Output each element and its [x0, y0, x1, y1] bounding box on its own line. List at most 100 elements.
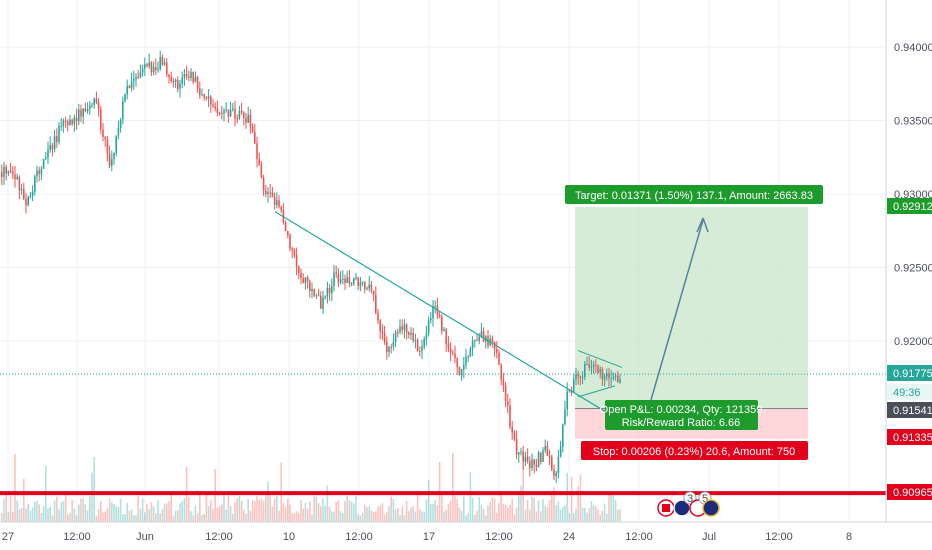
volume-bar-45: [100, 501, 102, 522]
volume-bar-13: [29, 510, 32, 522]
candle-body-78: [172, 80, 175, 82]
volume-bar-2: [5, 494, 7, 522]
candle-body-180: [397, 332, 399, 334]
volume-bar-80: [177, 510, 179, 522]
candle-body-2: [5, 167, 7, 174]
volume-bar-46: [102, 512, 104, 522]
candle-body-16: [36, 170, 38, 177]
volume-bar-151: [333, 511, 335, 522]
volume-bar-210: [463, 496, 465, 522]
candle-body-98: [216, 108, 219, 113]
volume-bar-220: [485, 515, 487, 522]
volume-bar-252: [555, 505, 557, 522]
candle-body-163: [359, 282, 362, 287]
candle-body-177: [390, 346, 392, 348]
candle-body-227: [500, 364, 502, 380]
volume-bar-165: [364, 504, 366, 522]
candle-body-41: [91, 104, 93, 106]
volume-bar-18: [40, 512, 43, 522]
price-axis[interactable]: 0.940000.935000.930000.925000.920000.929…: [885, 0, 932, 522]
volume-bar-266: [586, 512, 588, 522]
candle-body-14: [31, 191, 34, 196]
candle-body-104: [229, 109, 232, 117]
volume-bar-194: [427, 480, 430, 522]
candle-body-7: [16, 176, 18, 180]
candle-body-127: [280, 206, 282, 210]
volume-bar-49: [108, 498, 111, 522]
candle-body-201: [443, 329, 445, 332]
candle-body-210: [463, 364, 465, 370]
candle-body-71: [157, 68, 159, 70]
candle-body-46: [102, 129, 104, 138]
candle-body-136: [300, 272, 302, 278]
volume-bar-7: [16, 500, 18, 522]
volume-bar-71: [157, 500, 159, 522]
candle-body-19: [42, 159, 45, 169]
candle-body-212: [467, 356, 469, 358]
candle-body-49: [108, 153, 111, 166]
candle-body-149: [328, 287, 331, 294]
volume-bar-79: [174, 511, 177, 522]
volume-bar-125: [276, 495, 278, 522]
volume-bar-164: [361, 512, 364, 522]
volume-bar-109: [240, 500, 243, 522]
candle-body-226: [498, 352, 500, 365]
volume-bar-121: [267, 481, 269, 522]
candle-body-175: [386, 341, 388, 353]
support-price-tag: 0.90965: [893, 487, 932, 499]
candle-body-62: [137, 76, 139, 78]
candle-body-124: [273, 197, 276, 205]
volume-bar-25: [56, 496, 58, 522]
volume-bar-159: [350, 501, 353, 522]
candle-body-154: [339, 279, 342, 283]
candle-body-133: [293, 249, 296, 256]
candle-body-91: [201, 94, 203, 96]
volume-bar-236: [520, 485, 522, 522]
volume-bar-170: [375, 511, 377, 522]
volume-bar-261: [575, 508, 577, 522]
candle-body-23: [51, 145, 54, 150]
volume-bar-221: [487, 505, 489, 522]
volume-bar-215: [474, 515, 476, 522]
time-axis[interactable]: 27 12:00 Jun 12:00 10 12:00 17 12:00 24 12:00 Jul 1…: [0, 521, 932, 543]
event-badges[interactable]: 3 5: [657, 491, 720, 517]
time-tick-label-0: 27: [2, 531, 14, 543]
time-tick-label-9: 12:00: [625, 531, 653, 543]
candle-body-162: [357, 277, 359, 287]
candle-body-185: [408, 332, 410, 335]
candle-body-234: [515, 439, 518, 455]
candle-body-239: [526, 456, 529, 462]
candle-body-279: [614, 375, 617, 377]
candle-body-11: [25, 199, 27, 206]
volume-bar-117: [258, 499, 260, 522]
volume-bar-207: [456, 499, 458, 522]
volume-bar-248: [546, 507, 549, 522]
candle-body-205: [452, 352, 454, 354]
volume-bar-139: [306, 508, 309, 522]
volume-bar-177: [390, 496, 392, 522]
candle-body-157: [346, 277, 348, 284]
candle-body-244: [537, 452, 540, 467]
volume-bar-172: [379, 505, 381, 522]
volume-bar-124: [273, 498, 276, 522]
volume-bar-160: [353, 503, 355, 522]
volume-bar-106: [234, 502, 236, 522]
price-tick-label-3: 0.92500: [894, 263, 932, 275]
volume-bar-88: [194, 505, 197, 522]
candle-body-186: [410, 332, 412, 335]
volume-bar-276: [608, 494, 610, 522]
volume-bar-180: [397, 507, 399, 522]
countdown-tag-bg: [887, 384, 932, 400]
volume-bar-209: [460, 510, 463, 522]
candle-body-102: [225, 109, 227, 111]
drawn-lines[interactable]: [0, 211, 886, 496]
volume-bar-118: [260, 498, 263, 522]
candle-body-67: [148, 62, 150, 67]
candle-body-28: [62, 120, 65, 126]
volume-bar-138: [304, 503, 307, 522]
volume-bar-268: [590, 501, 593, 522]
grid: [0, 0, 886, 522]
candle-body-140: [309, 280, 311, 291]
volume-bar-169: [372, 512, 375, 522]
